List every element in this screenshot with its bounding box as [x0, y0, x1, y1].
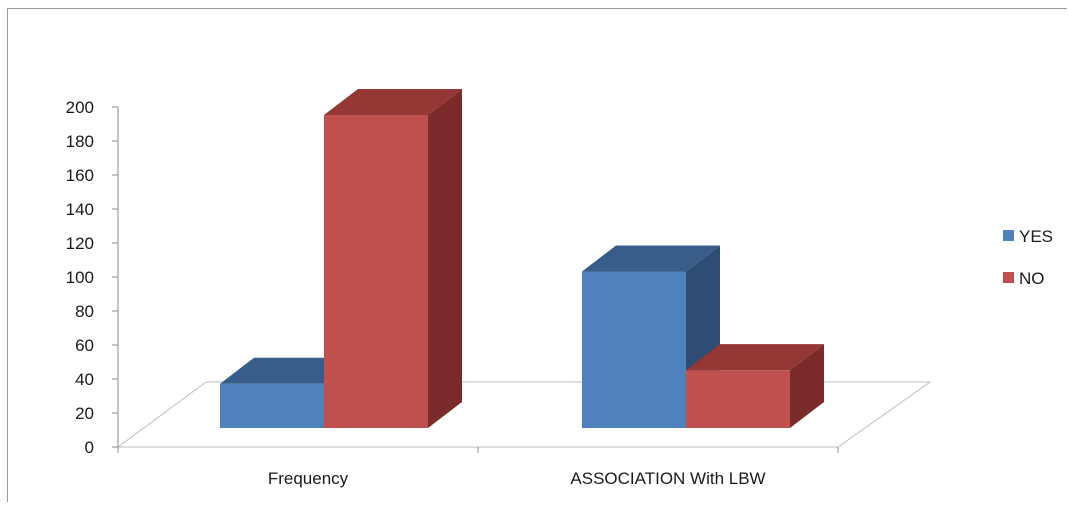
y-tick-label: 40	[75, 370, 94, 389]
legend-swatch	[1003, 230, 1014, 241]
bar-top	[582, 245, 720, 272]
x-category-label: Frequency	[268, 469, 349, 488]
y-tick-label: 20	[75, 404, 94, 423]
x-category-label: ASSOCIATION With LBW	[570, 469, 765, 488]
bar-front	[220, 383, 324, 428]
y-tick-label: 120	[66, 234, 94, 253]
y-tick-label: 100	[66, 268, 94, 287]
chart-floor	[116, 381, 932, 448]
y-tick-label: 180	[66, 132, 94, 151]
legend-swatch	[1003, 272, 1014, 283]
y-tick-label: 160	[66, 166, 94, 185]
y-tick-label: 200	[66, 98, 94, 117]
y-tick-label: 0	[85, 438, 94, 457]
chart-frame	[7, 8, 1067, 502]
bar-top	[686, 344, 824, 371]
y-tick-label: 140	[66, 200, 94, 219]
bar-front	[324, 115, 428, 428]
bar-top	[220, 357, 358, 384]
bar-front	[582, 271, 686, 428]
y-tick-label: 60	[75, 336, 94, 355]
bar-front	[686, 370, 790, 428]
legend-label: NO	[1019, 269, 1045, 288]
bar-side	[790, 344, 824, 428]
legend-label: YES	[1019, 227, 1053, 246]
bar-top	[324, 89, 462, 115]
y-tick-label: 80	[75, 302, 94, 321]
bar-side	[428, 89, 462, 428]
